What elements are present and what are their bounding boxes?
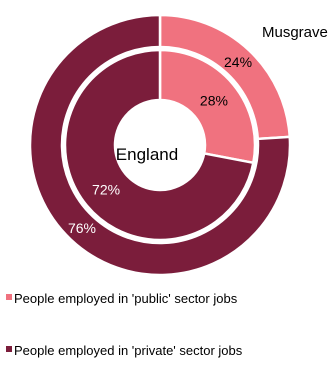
outer-slice-private	[28, 13, 292, 277]
legend-label-private: People employed in 'private' sector jobs	[14, 343, 243, 358]
legend-label-public: People employed in 'public' sector jobs	[14, 291, 238, 306]
outer-ring	[28, 13, 292, 277]
legend-swatch-public	[6, 294, 12, 300]
legend: People employed in 'public' sector jobs …	[6, 291, 243, 358]
outer-value-label-private: 76%	[68, 220, 96, 236]
inner-value-label-private: 72%	[92, 182, 120, 198]
center-label: England	[116, 145, 178, 164]
inner-slice-public	[158, 48, 257, 165]
value-labels: 24% 76% 28% 72%	[68, 54, 252, 236]
outer-ring-label: Musgrave	[262, 24, 328, 41]
legend-swatch-private	[6, 346, 12, 352]
inner-value-label-public: 28%	[200, 92, 228, 108]
outer-value-label-public: 24%	[224, 54, 252, 70]
inner-ring	[63, 48, 257, 242]
inner-slice-private	[63, 48, 255, 242]
